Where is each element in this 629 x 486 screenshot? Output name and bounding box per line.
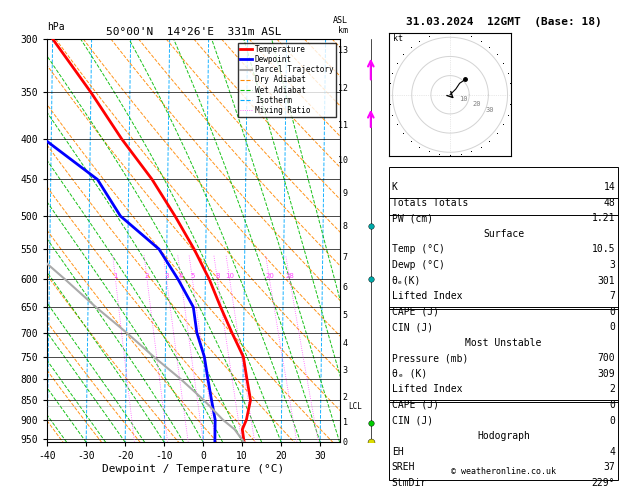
Text: StmDir: StmDir <box>392 478 427 486</box>
Text: hPa: hPa <box>47 21 65 32</box>
Text: 10: 10 <box>338 156 348 165</box>
Text: 37: 37 <box>603 462 615 472</box>
Text: Temp (°C): Temp (°C) <box>392 244 445 255</box>
Text: 1.21: 1.21 <box>592 213 615 224</box>
Text: 0: 0 <box>610 322 615 332</box>
Text: 30: 30 <box>486 107 494 113</box>
Text: © weatheronline.co.uk: © weatheronline.co.uk <box>451 467 556 476</box>
Text: 5: 5 <box>190 274 194 279</box>
Text: Hodograph: Hodograph <box>477 431 530 441</box>
Text: 0: 0 <box>343 438 348 447</box>
Text: 7: 7 <box>343 253 348 261</box>
Text: Most Unstable: Most Unstable <box>465 338 542 348</box>
Text: Pressure (mb): Pressure (mb) <box>392 353 468 364</box>
Text: 12: 12 <box>338 84 348 93</box>
Text: 4: 4 <box>610 447 615 457</box>
Text: Lifted Index: Lifted Index <box>392 384 462 395</box>
Text: 20: 20 <box>265 274 274 279</box>
Text: 7: 7 <box>610 291 615 301</box>
Text: 48: 48 <box>603 198 615 208</box>
Title: 50°00'N  14°26'E  331m ASL: 50°00'N 14°26'E 331m ASL <box>106 27 281 37</box>
Text: 5: 5 <box>343 312 348 320</box>
Text: 4: 4 <box>343 339 348 348</box>
Text: 2: 2 <box>145 274 149 279</box>
Text: CIN (J): CIN (J) <box>392 322 433 332</box>
Text: 0: 0 <box>610 416 615 426</box>
Text: 1: 1 <box>113 274 118 279</box>
Text: 8: 8 <box>343 222 348 231</box>
Text: CIN (J): CIN (J) <box>392 416 433 426</box>
Text: 301: 301 <box>598 276 615 286</box>
Text: 4: 4 <box>179 274 183 279</box>
Text: 2: 2 <box>343 393 348 402</box>
Legend: Temperature, Dewpoint, Parcel Trajectory, Dry Adiabat, Wet Adiabat, Isotherm, Mi: Temperature, Dewpoint, Parcel Trajectory… <box>238 43 336 117</box>
Text: CAPE (J): CAPE (J) <box>392 307 439 317</box>
Text: Dewp (°C): Dewp (°C) <box>392 260 445 270</box>
Text: 11: 11 <box>338 121 348 130</box>
Text: 1: 1 <box>343 418 348 428</box>
Text: 229°: 229° <box>592 478 615 486</box>
Text: 10: 10 <box>459 96 468 102</box>
Text: 0: 0 <box>610 400 615 410</box>
Text: CAPE (J): CAPE (J) <box>392 400 439 410</box>
Text: 13: 13 <box>338 46 348 55</box>
Text: EH: EH <box>392 447 404 457</box>
Text: 31.03.2024  12GMT  (Base: 18): 31.03.2024 12GMT (Base: 18) <box>406 17 601 27</box>
Text: PW (cm): PW (cm) <box>392 213 433 224</box>
Text: Lifted Index: Lifted Index <box>392 291 462 301</box>
Text: ASL: ASL <box>333 16 348 25</box>
Text: km: km <box>338 26 348 35</box>
Text: 20: 20 <box>472 101 481 107</box>
Text: Totals Totals: Totals Totals <box>392 198 468 208</box>
Text: 3: 3 <box>343 366 348 375</box>
Text: 700: 700 <box>598 353 615 364</box>
Text: SREH: SREH <box>392 462 415 472</box>
Text: 6: 6 <box>343 283 348 292</box>
Text: 14: 14 <box>603 182 615 192</box>
Text: 9: 9 <box>343 190 348 198</box>
Text: LCL: LCL <box>348 401 362 411</box>
Text: 309: 309 <box>598 369 615 379</box>
Text: 28: 28 <box>286 274 294 279</box>
Text: 3: 3 <box>610 260 615 270</box>
Text: 10: 10 <box>225 274 234 279</box>
Text: θₑ (K): θₑ (K) <box>392 369 427 379</box>
Text: 8: 8 <box>215 274 220 279</box>
Text: θₑ(K): θₑ(K) <box>392 276 421 286</box>
Text: 10.5: 10.5 <box>592 244 615 255</box>
Text: kt: kt <box>392 34 403 43</box>
Text: 2: 2 <box>610 384 615 395</box>
Text: Surface: Surface <box>483 229 524 239</box>
X-axis label: Dewpoint / Temperature (°C): Dewpoint / Temperature (°C) <box>103 464 284 474</box>
Text: 0: 0 <box>610 307 615 317</box>
Text: 3: 3 <box>164 274 169 279</box>
Text: K: K <box>392 182 398 192</box>
